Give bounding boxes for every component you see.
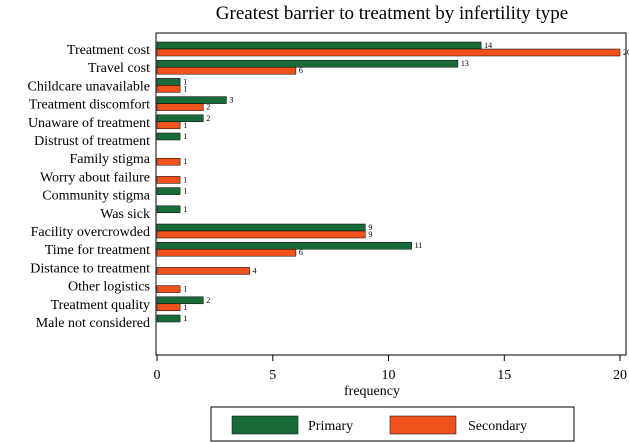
legend-box: [210, 406, 575, 442]
data-label: 6: [299, 66, 303, 75]
chart-title: Greatest barrier to treatment by inferti…: [216, 3, 568, 24]
category-labels: Treatment cost Travel cost Childcare unava…: [28, 43, 151, 331]
bar-secondary: [156, 285, 181, 293]
category-label: Distrust of treatment: [34, 134, 150, 149]
category-label: Was sick: [100, 207, 150, 222]
data-label: 1: [183, 175, 187, 184]
data-label: 6: [299, 248, 303, 257]
legend-swatch-secondary: [389, 415, 457, 435]
x-tick-label: 15: [497, 368, 511, 383]
bar-secondary: [156, 230, 366, 239]
data-label: 1: [183, 121, 187, 130]
category-label: Travel cost: [88, 61, 150, 76]
legend-label-secondary: Secondary: [468, 419, 527, 434]
bar-secondary: [156, 85, 181, 93]
data-label: 11: [415, 241, 423, 250]
category-label: Community stigma: [42, 189, 151, 204]
legend-swatch-primary: [231, 415, 299, 435]
bar-primary: [156, 41, 482, 50]
bar-primary: [156, 59, 459, 68]
bar-secondary: [156, 303, 181, 312]
plot-frame: [155, 32, 627, 356]
category-label: Male not considered: [36, 316, 150, 331]
x-tick-label: 10: [382, 368, 396, 383]
bar-primary: [156, 223, 366, 232]
data-label: 1: [183, 157, 187, 166]
bar-primary: [156, 96, 227, 104]
bar-secondary: [156, 66, 297, 75]
category-label: Treatment quality: [51, 298, 150, 313]
bar-primary: [156, 241, 412, 250]
category-label: Treatment cost: [67, 43, 150, 58]
bar-secondary: [156, 176, 181, 184]
data-label: 9: [368, 223, 372, 232]
bar-primary: [156, 205, 181, 214]
data-label: 14: [484, 41, 492, 50]
data-label: 13: [461, 59, 469, 68]
category-label: Family stigma: [70, 152, 151, 167]
bar-secondary: [156, 103, 204, 111]
data-label: 2: [206, 114, 210, 123]
legend: Primary Secondary: [231, 415, 527, 435]
data-label: 2: [206, 296, 210, 305]
category-label: Unaware of treatment: [28, 116, 150, 131]
data-label: 3: [229, 96, 233, 105]
bar-primary: [156, 187, 181, 195]
data-label: 1: [183, 187, 187, 196]
x-axis-label: frequency: [344, 384, 400, 399]
data-label: 1: [183, 314, 187, 323]
bar-primary: [156, 114, 204, 123]
category-label: Other logistics: [68, 280, 150, 295]
data-label: 20: [623, 48, 629, 57]
x-axis: 0 5 10 15 20: [154, 355, 627, 383]
data-label: 2: [206, 103, 210, 112]
category-label: Childcare unavailable: [28, 79, 150, 94]
data-label: 9: [368, 230, 372, 239]
category-label: Distance to treatment: [30, 261, 150, 276]
data-label: 1: [183, 84, 187, 93]
bar-primary: [156, 132, 181, 141]
category-label: Worry about failure: [40, 170, 150, 185]
data-label: 1: [183, 132, 187, 141]
bar-secondary: [156, 48, 621, 57]
data-label: 4: [253, 266, 257, 275]
bar-secondary: [156, 121, 181, 130]
data-label: 1: [183, 285, 187, 294]
category-label: Facility overcrowded: [31, 225, 150, 240]
data-label: 1: [183, 77, 187, 86]
x-tick-label: 0: [154, 368, 161, 383]
data-label: 1: [183, 303, 187, 312]
x-tick-label: 20: [613, 368, 627, 383]
data-label: 1: [183, 205, 187, 214]
category-label: Time for treatment: [45, 243, 150, 258]
bar-primary: [156, 78, 181, 86]
legend-label-primary: Primary: [308, 419, 353, 434]
category-label: Treatment discomfort: [29, 98, 150, 113]
x-tick-label: 5: [269, 368, 276, 383]
bar-primary: [156, 314, 181, 323]
bar-secondary: [156, 248, 297, 257]
bar-primary: [156, 296, 204, 305]
bar-secondary: [156, 157, 181, 166]
bar-secondary: [156, 267, 250, 275]
